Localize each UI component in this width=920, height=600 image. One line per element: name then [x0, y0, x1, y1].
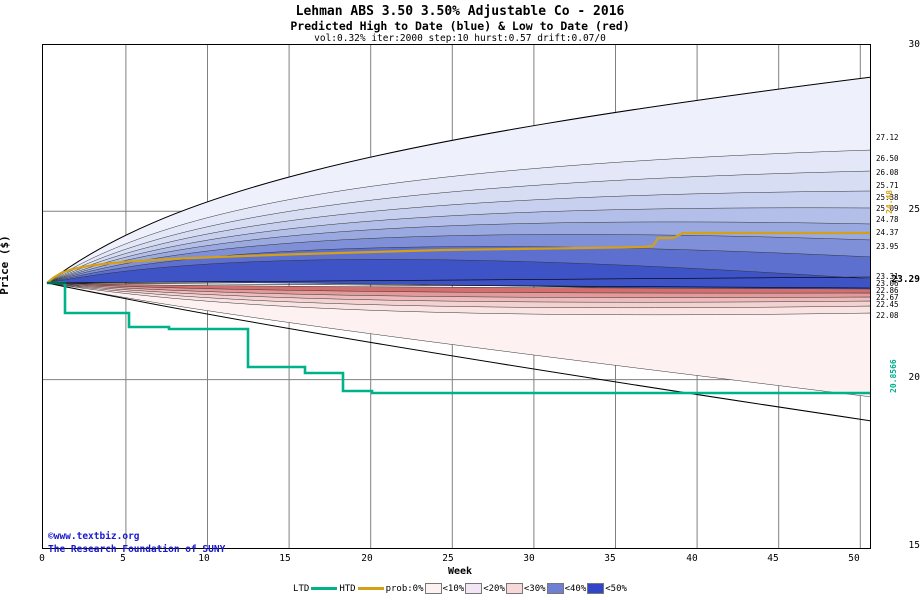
x-tick-45: 45: [767, 553, 779, 564]
right-label-23-31: 23.31: [876, 272, 899, 281]
legend-band-swatch-20: [465, 583, 483, 594]
legend-band-30: <30%: [523, 583, 546, 594]
x-tick-20: 20: [361, 553, 373, 564]
right-label-25-09: 25.09: [876, 204, 899, 213]
legend-prob-label: prob:0%: [385, 583, 424, 594]
legend-band-swatch-30: [505, 583, 523, 594]
chart-title: Lehman ABS 3.50 3.50% Adjustable Co - 20…: [295, 4, 625, 19]
legend-htd-swatch: [357, 587, 384, 590]
chart-subtitle: Predicted High to Date (blue) & Low to D…: [290, 19, 630, 33]
htd-value-label: 24.48: [885, 189, 894, 214]
legend-htd-label: HTD: [339, 583, 356, 594]
legend-band-swatch-40: [546, 583, 564, 594]
legend-ltd-label: LTD: [293, 583, 310, 594]
right-label-25-38: 25.38: [876, 193, 899, 202]
right-label-26-08: 26.08: [876, 168, 899, 177]
y-tick-25: 25: [908, 204, 920, 215]
x-axis-label: Week: [447, 566, 473, 577]
legend-band-20: <20%: [483, 583, 505, 594]
right-label-22-67: 22.67: [876, 293, 899, 302]
low-envelope-line: [46, 282, 870, 422]
chart-params: vol:0.32% iter:2000 step:10 hurst:0.57 d…: [314, 33, 606, 44]
htd-line: [46, 231, 870, 284]
right-label-22-08: 22.08: [876, 311, 899, 320]
y-start-value: 23.29: [891, 274, 920, 285]
x-tick-15: 15: [279, 553, 291, 564]
legend-band-40: <40%: [564, 583, 587, 594]
legend: LTD HTD prob:0% <10% <20% <30% <40% <50%: [0, 583, 920, 594]
legend-band-50: <50%: [605, 583, 627, 594]
right-label-27-12: 27.12: [876, 133, 899, 142]
ltd-line: [47, 281, 870, 395]
right-label-22-86: 22.86: [876, 286, 899, 295]
legend-ltd-swatch: [311, 587, 338, 590]
x-tick-25: 25: [442, 553, 454, 564]
x-tick-0: 0: [39, 553, 45, 564]
right-label-22-45: 22.45: [876, 300, 899, 309]
legend-band-swatch-50: [587, 583, 605, 594]
x-tick-35: 35: [604, 553, 616, 564]
y-tick-20: 20: [908, 372, 920, 383]
y-tick-15: 15: [908, 540, 920, 551]
x-tick-30: 30: [523, 553, 535, 564]
right-label-26-50: 26.50: [876, 154, 899, 163]
legend-band-10: <10%: [442, 583, 465, 594]
x-tick-10: 10: [198, 553, 210, 564]
x-tick-5: 5: [120, 553, 126, 564]
x-tick-40: 40: [686, 553, 698, 564]
right-label-25-71: 25.71: [876, 181, 899, 190]
y-axis-label: Price ($): [0, 235, 11, 295]
credit-foundation: The Research Foundation of SUNY: [48, 544, 226, 555]
plot-area: [42, 44, 871, 549]
right-label-24-78: 24.78: [876, 215, 899, 224]
legend-band-swatch-10: [424, 583, 442, 594]
right-label-23-06: 23.06: [876, 279, 899, 288]
plot-svg: [43, 45, 870, 548]
right-label-24-37: 24.37: [876, 228, 899, 237]
credit-website: ©www.textbiz.org: [48, 531, 140, 542]
y-tick-30: 30: [908, 39, 920, 50]
right-label-23-95: 23.95: [876, 242, 899, 251]
high-envelope-line: [46, 76, 870, 284]
ltd-value-label: 20.8566: [889, 359, 898, 393]
x-tick-50: 50: [848, 553, 860, 564]
